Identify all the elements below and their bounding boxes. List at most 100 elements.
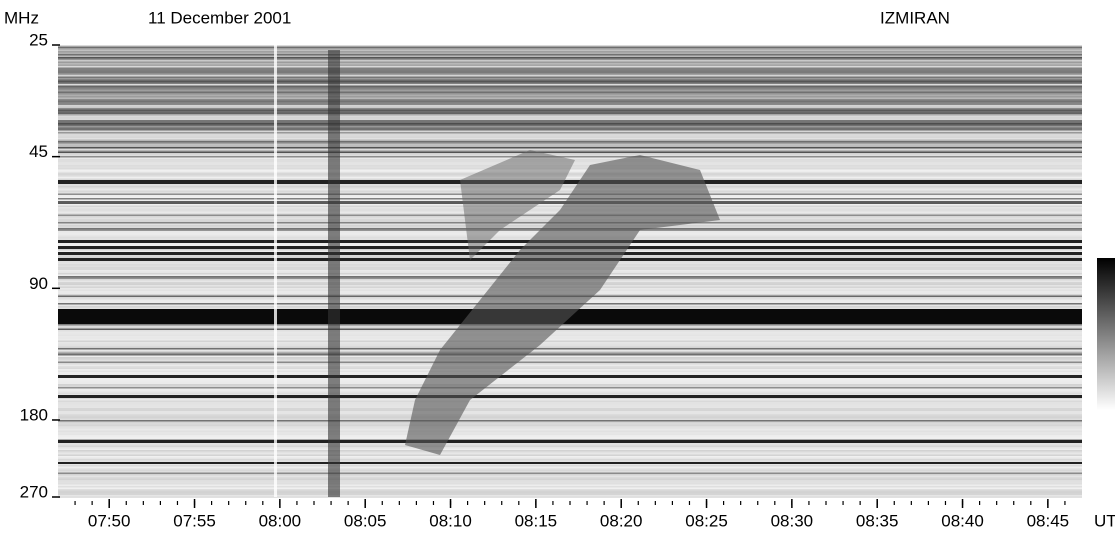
stripe — [58, 66, 1082, 68]
stripe — [58, 378, 1082, 380]
stripe — [58, 111, 1082, 113]
stripe — [58, 444, 1082, 446]
stripe — [58, 130, 1082, 132]
stripe — [58, 117, 1082, 119]
stripe — [58, 67, 1082, 69]
spectrum-image — [58, 45, 1082, 498]
stripe — [58, 418, 1082, 420]
stripe — [58, 82, 1082, 84]
stripe — [58, 189, 1082, 191]
stripe — [58, 46, 1082, 48]
stripe — [58, 342, 1082, 344]
stripe — [58, 331, 1082, 333]
stripe — [58, 52, 1082, 54]
stripe — [58, 139, 1082, 141]
y-axis-label: MHz — [4, 8, 39, 27]
stripe — [58, 427, 1082, 429]
stripe — [58, 129, 1082, 131]
stripe — [58, 333, 1082, 335]
stripe — [58, 142, 1082, 144]
stripe — [58, 357, 1082, 359]
y-tick-label: 270 — [20, 482, 48, 501]
stripe — [58, 417, 1082, 419]
stripe — [58, 348, 1082, 350]
stripe — [58, 69, 1082, 71]
x-tick-label: 08:40 — [941, 511, 984, 530]
stripe — [58, 390, 1082, 392]
stripe — [58, 489, 1082, 491]
stripe — [58, 481, 1082, 483]
dark-band — [58, 180, 1082, 184]
stripe — [58, 184, 1082, 186]
stripe — [58, 387, 1082, 389]
dark-band — [58, 375, 1082, 378]
stripe — [58, 51, 1082, 53]
stripe — [58, 193, 1082, 195]
stripe — [58, 61, 1082, 63]
stripe — [58, 64, 1082, 66]
stripe — [58, 411, 1082, 413]
stripe — [58, 148, 1082, 150]
dark-band — [58, 440, 1082, 443]
stripe — [58, 115, 1082, 117]
x-tick-label: 08:35 — [856, 511, 899, 530]
x-tick-label: 08:20 — [600, 511, 643, 530]
stripe — [58, 426, 1082, 428]
stripe — [58, 402, 1082, 404]
stripe — [58, 358, 1082, 360]
stripe — [58, 369, 1082, 371]
stripe — [58, 466, 1082, 468]
stripe — [58, 442, 1082, 444]
stripe — [58, 438, 1082, 440]
stripe — [58, 96, 1082, 98]
x-tick-label: 07:55 — [173, 511, 216, 530]
stripe — [58, 334, 1082, 336]
stripe — [58, 373, 1082, 375]
stripe — [58, 73, 1082, 75]
stripe — [58, 112, 1082, 114]
chart-title: 11 December 2001 — [148, 8, 291, 27]
stripe — [58, 147, 1082, 149]
stripe — [58, 57, 1082, 59]
stripe — [58, 156, 1082, 158]
stripe — [58, 109, 1082, 111]
stripe — [58, 460, 1082, 462]
stripe — [58, 133, 1082, 135]
source-label: IZMIRAN — [880, 8, 950, 27]
stripe — [58, 477, 1082, 479]
stripe — [58, 108, 1082, 110]
stripe — [58, 135, 1082, 137]
stripe — [58, 385, 1082, 387]
stripe — [58, 379, 1082, 381]
stripe — [58, 351, 1082, 353]
stripe — [58, 337, 1082, 339]
stripe — [58, 144, 1082, 146]
x-tick-label: 08:10 — [429, 511, 472, 530]
stripe — [58, 187, 1082, 189]
stripe — [58, 475, 1082, 477]
stripe — [58, 349, 1082, 351]
burst — [460, 150, 575, 260]
stripe — [58, 103, 1082, 105]
stripe — [58, 361, 1082, 363]
stripe — [58, 408, 1082, 410]
stripe — [58, 79, 1082, 81]
stripe — [58, 328, 1082, 330]
stripe — [58, 114, 1082, 116]
stripe — [58, 54, 1082, 56]
x-axis-label: UT — [1094, 511, 1115, 530]
stripe — [58, 429, 1082, 431]
vertical-line — [274, 45, 277, 497]
stripe — [58, 355, 1082, 357]
stripe — [58, 346, 1082, 348]
stripe — [58, 49, 1082, 51]
stripe — [58, 58, 1082, 60]
x-tick-label: 08:25 — [685, 511, 728, 530]
stripe — [58, 93, 1082, 95]
stripe — [58, 72, 1082, 74]
stripe — [58, 412, 1082, 414]
stripe — [58, 484, 1082, 486]
stripe — [58, 388, 1082, 390]
stripe — [58, 151, 1082, 153]
